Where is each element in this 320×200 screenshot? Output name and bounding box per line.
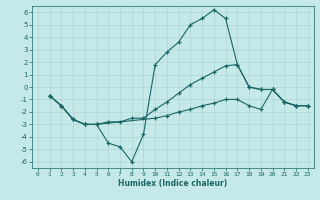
X-axis label: Humidex (Indice chaleur): Humidex (Indice chaleur): [118, 179, 228, 188]
